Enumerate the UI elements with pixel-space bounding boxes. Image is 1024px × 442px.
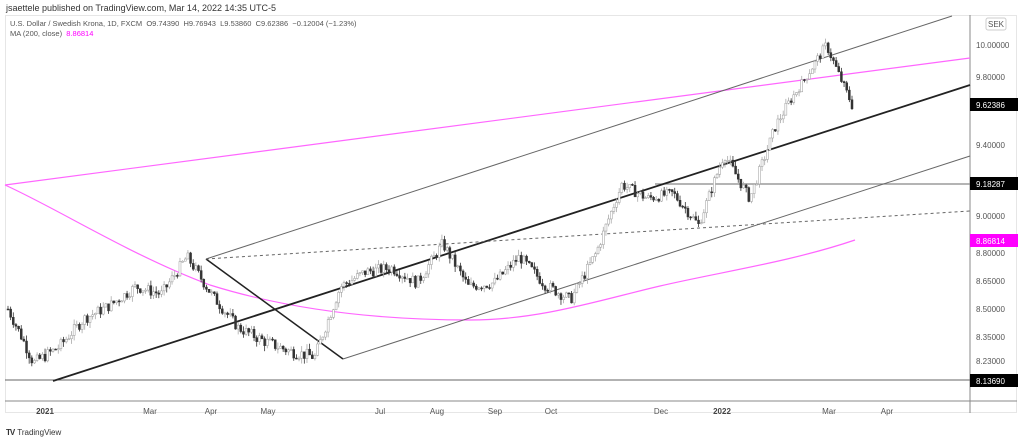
x-tick: Sep <box>488 407 503 416</box>
footer-branding[interactable]: TV TradingView <box>6 428 61 437</box>
y-tick: 9.00000 <box>976 212 1005 221</box>
time-axis[interactable]: 2021 Mar Apr May Jul Aug Sep Oct Dec 202… <box>36 407 893 416</box>
y-tick: 10.00000 <box>976 41 1010 50</box>
y-tick: 8.23000 <box>976 357 1005 366</box>
tradingview-logo-icon: TV <box>6 428 15 437</box>
y-tick: 9.80000 <box>976 73 1005 82</box>
level-badge-9.18287 <box>970 177 1018 190</box>
support-badge-8.13690 <box>970 374 1018 387</box>
currency-badge <box>985 17 1007 31</box>
ma-value: 8.86814 <box>66 29 94 38</box>
y-tick: 8.65000 <box>976 277 1005 286</box>
ma-value-label: 8.86814 <box>976 237 1005 246</box>
x-tick: Apr <box>205 407 218 416</box>
x-tick: Jul <box>375 407 385 416</box>
support-label-8.13690: 8.13690 <box>976 377 1005 386</box>
x-tick: Oct <box>545 407 558 416</box>
ohlc-close: C9.62386 <box>255 19 289 28</box>
dashed-trendline[interactable] <box>205 210 971 260</box>
channel-upper-line[interactable] <box>205 15 953 260</box>
x-tick: Aug <box>430 407 444 416</box>
ma-legend-row[interactable]: MA (200, close) 8.86814 <box>10 29 357 39</box>
y-tick: 9.40000 <box>976 141 1005 150</box>
x-tick: Mar <box>822 407 836 416</box>
magenta-trendline[interactable] <box>4 57 971 186</box>
tradingview-brand: TradingView <box>17 428 62 437</box>
last-price-badge <box>970 98 1018 111</box>
chart-legend: U.S. Dollar / Swedish Krona, 1D, FXCM O9… <box>10 19 357 39</box>
channel-lower-line[interactable] <box>342 155 971 360</box>
symbol-legend-row: U.S. Dollar / Swedish Krona, 1D, FXCM O9… <box>10 19 357 29</box>
last-price-label: 9.62386 <box>976 101 1005 110</box>
ma-label: MA (200, close) <box>10 29 63 38</box>
ohlc-high: H9.76943 <box>183 19 216 28</box>
ohlc-low: L9.53860 <box>220 19 252 28</box>
channel-median-trendline[interactable] <box>52 84 971 382</box>
y-tick: 8.80000 <box>976 249 1005 258</box>
x-tick: 2022 <box>713 407 731 416</box>
x-tick: May <box>260 407 275 416</box>
chart-frame <box>5 15 1017 413</box>
x-tick: Dec <box>654 407 668 416</box>
publisher-caption: jsaettele published on TradingView.com, … <box>6 3 276 13</box>
ohlc-change: −0.12004 (−1.23%) <box>292 19 357 28</box>
y-tick: 8.35000 <box>976 333 1005 342</box>
symbol-name: U.S. Dollar / Swedish Krona, 1D, FXCM <box>10 19 143 28</box>
x-tick: Apr <box>881 407 894 416</box>
price-axis[interactable]: SEK 10.00000 9.80000 9.40000 9.00000 8.8… <box>970 17 1018 387</box>
level-label-9.18287: 9.18287 <box>976 180 1005 189</box>
ma-200-curve[interactable] <box>4 184 856 321</box>
ohlc-open: O9.74390 <box>146 19 180 28</box>
ma-value-badge <box>970 234 1018 247</box>
candlestick-series <box>6 38 854 367</box>
x-tick: Mar <box>143 407 157 416</box>
x-tick: 2021 <box>36 407 54 416</box>
y-tick: 8.50000 <box>976 305 1005 314</box>
currency-label: SEK <box>988 20 1005 29</box>
